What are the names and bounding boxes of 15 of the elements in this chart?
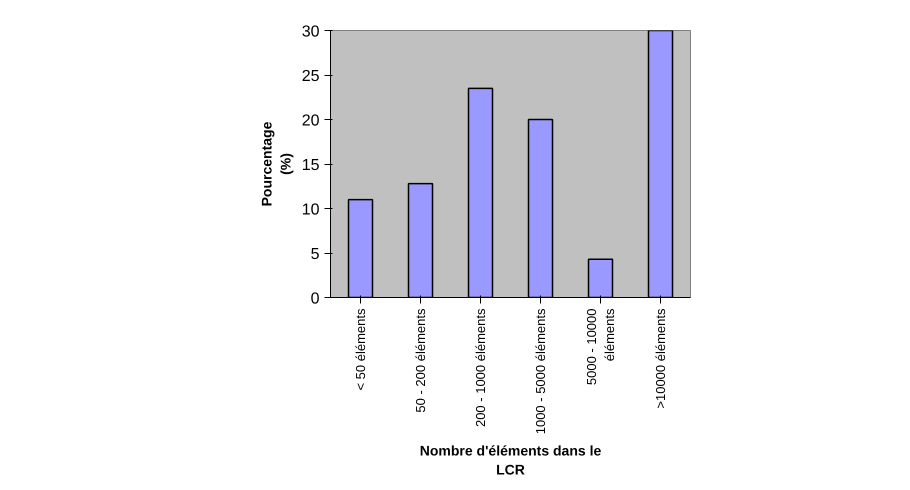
- x-tick-label: 50 - 200 éléments: [413, 308, 428, 413]
- x-tick-label: 200 - 1000 éléments: [473, 308, 488, 428]
- y-axis-title: Pourcentage (%): [258, 121, 294, 206]
- x-tick-label: 5000 - 10000 éléments: [584, 308, 617, 386]
- y-tick-label: 5: [310, 246, 320, 263]
- x-tick-label: 1000 - 5000 éléments: [533, 308, 548, 434]
- y-tick-label: 25: [302, 68, 320, 85]
- x-axis-title: Nombre d'éléments dans le LCR: [420, 442, 602, 478]
- y-tick-label: 15: [302, 157, 320, 174]
- y-tick-label: 0: [310, 290, 320, 308]
- x-tick-label: < 50 éléments: [353, 308, 368, 391]
- y-tick-label: 10: [302, 202, 320, 218]
- y-tick-label: 20: [302, 112, 320, 130]
- x-tick-label: >10000 éléments: [653, 308, 668, 409]
- y-tick-label: 30: [302, 24, 320, 40]
